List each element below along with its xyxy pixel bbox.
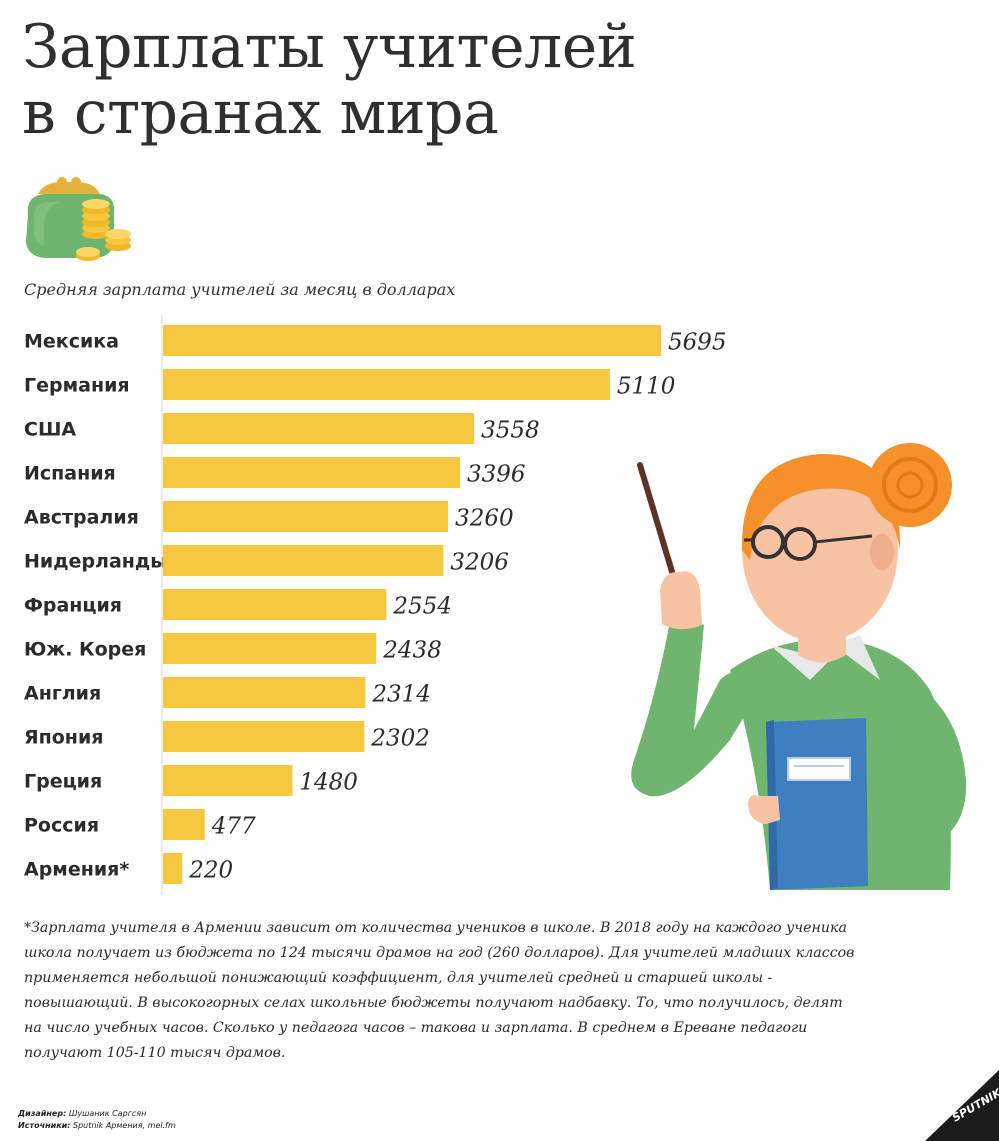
bar	[163, 325, 661, 356]
value-label: 2438	[382, 638, 442, 664]
coin-stack-2	[105, 229, 131, 251]
title-line-2: в странах мира	[22, 78, 499, 148]
bar	[163, 369, 610, 400]
category-label: Юж. Корея	[24, 639, 146, 661]
category-label: Япония	[24, 727, 103, 749]
credits-sources-label: Источники:	[18, 1121, 71, 1130]
bar	[163, 501, 449, 532]
credits-sources-text: Sputnik Армения, mel.fm	[72, 1121, 176, 1130]
value-label: 3396	[467, 462, 526, 488]
category-label: США	[24, 419, 76, 441]
value-label: 220	[188, 858, 233, 884]
bar	[163, 765, 293, 796]
bar-chart: Мексика 5695 Германия 5110 США 3558 Испания 339…	[24, 315, 727, 895]
bar	[163, 809, 205, 840]
footnote: *Зарплата учителя в Армении зависит от к…	[24, 920, 855, 1061]
chart-subtitle: Средняя зарплата учителей за месяц в дол…	[24, 280, 456, 299]
bar	[163, 677, 366, 708]
category-label: Греция	[24, 771, 102, 793]
value-label: 5110	[617, 374, 676, 400]
sputnik-logo: SPUTNIK	[925, 1070, 999, 1141]
value-label: 3260	[455, 506, 514, 532]
value-label: 477	[211, 814, 256, 840]
credits-designer: Дизайнер: Шушаник Саргсян	[18, 1108, 176, 1120]
credits-designer-label: Дизайнер:	[18, 1109, 67, 1118]
bar	[163, 589, 387, 620]
credits-sources: Источники: Sputnik Армения, mel.fm	[18, 1120, 176, 1132]
bar	[163, 853, 183, 884]
category-label: Россия	[24, 815, 99, 837]
value-label: 5695	[668, 330, 727, 356]
wallet-coins-icon	[26, 177, 131, 261]
bar	[163, 457, 460, 488]
category-label: Нидерланды	[24, 551, 167, 573]
category-label: Армения*	[24, 859, 129, 881]
category-label: Австралия	[24, 507, 139, 529]
category-label: Мексика	[24, 331, 119, 353]
teacher-illustration	[631, 443, 967, 890]
bar	[163, 545, 444, 576]
value-label: 1480	[299, 770, 358, 796]
credits-designer-name: Шушаник Саргсян	[68, 1109, 147, 1118]
coin-single	[76, 247, 100, 261]
category-label: Франция	[24, 595, 122, 617]
value-label: 3206	[450, 550, 509, 576]
category-label: Испания	[24, 463, 116, 485]
bar	[163, 721, 365, 752]
bar	[163, 633, 377, 664]
title-line-1: Зарплаты учителей	[22, 12, 637, 82]
category-label: Германия	[24, 375, 130, 397]
page-title: Зарплаты учителей в странах мира	[22, 12, 637, 148]
coin-stack-1	[82, 199, 110, 239]
value-label: 2314	[371, 682, 431, 708]
credits: Дизайнер: Шушаник Саргсян Источники: Spu…	[18, 1108, 176, 1132]
bar	[163, 413, 475, 444]
value-label: 3558	[481, 418, 540, 444]
category-label: Англия	[24, 683, 101, 705]
value-label: 2302	[370, 726, 430, 752]
value-label: 2554	[392, 594, 452, 620]
